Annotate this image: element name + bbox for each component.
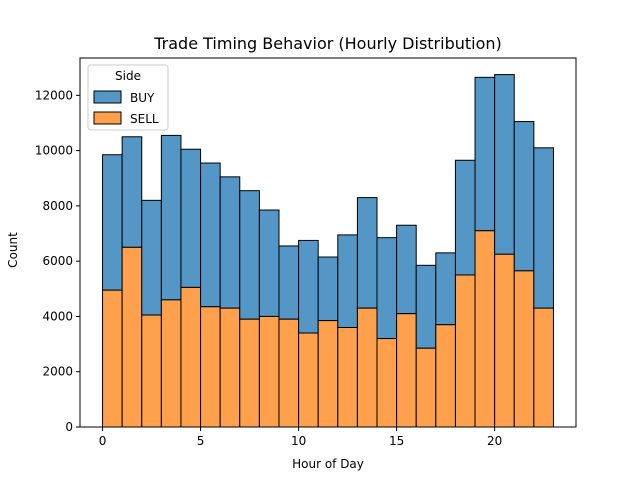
bar-buy-hour-13: [356, 197, 378, 309]
bar-sell-hour-2: [141, 314, 162, 428]
bar-buy-hour-12: [337, 234, 358, 328]
bar-buy-hour-10: [298, 239, 319, 334]
legend-swatch-sell: [93, 111, 122, 125]
bar-sell-hour-3: [160, 299, 182, 428]
y-tick-label-2000: 2000: [42, 365, 73, 379]
legend-swatch-buy: [93, 90, 122, 104]
bar-buy-hour-0: [102, 154, 123, 291]
bar-sell-hour-10: [298, 332, 319, 428]
legend: Side BUY SELL: [87, 64, 169, 131]
legend-title: Side: [115, 69, 141, 83]
bar-buy-hour-16: [415, 264, 437, 349]
bar-buy-hour-15: [396, 224, 417, 315]
bar-sell-hour-11: [317, 320, 339, 428]
bar-buy-hour-22: [533, 147, 554, 309]
bar-sell-hour-9: [278, 318, 300, 428]
bar-buy-hour-17: [435, 252, 456, 326]
bar-buy-hour-1: [121, 136, 143, 248]
bar-buy-hour-4: [180, 148, 202, 288]
bar-sell-hour-8: [258, 315, 280, 428]
bar-buy-hour-11: [317, 256, 339, 322]
bar-sell-hour-18: [454, 274, 476, 428]
bar-sell-hour-21: [513, 270, 535, 428]
bar-sell-hour-13: [356, 307, 378, 428]
bar-sell-hour-12: [337, 326, 358, 428]
bar-sell-hour-1: [121, 246, 143, 428]
y-tick-label-4000: 4000: [42, 309, 73, 323]
bar-buy-hour-2: [141, 199, 162, 316]
bar-buy-hour-3: [160, 134, 182, 301]
bar-buy-hour-21: [513, 121, 535, 272]
bar-buy-hour-14: [376, 237, 398, 340]
bar-buy-hour-19: [474, 76, 496, 232]
bars-layer: [102, 74, 554, 428]
bar-sell-hour-7: [239, 318, 260, 428]
legend-label-buy: BUY: [130, 91, 155, 105]
chart-title: Trade Timing Behavior (Hourly Distributi…: [153, 34, 502, 53]
bar-buy-hour-6: [219, 176, 241, 309]
x-tick-label-0: 0: [99, 434, 107, 448]
axes-layer: 0 5 10 15 20 0 2000 4000 6000 8000 10000 12000: [35, 57, 577, 448]
x-axis-label: Hour of Day: [292, 457, 364, 471]
bar-sell-hour-6: [219, 307, 241, 428]
x-tick-label-20: 20: [487, 434, 502, 448]
bar-sell-hour-20: [494, 253, 515, 428]
bar-buy-hour-7: [239, 190, 260, 320]
bar-buy-hour-20: [494, 74, 515, 255]
x-tick-label-15: 15: [389, 434, 404, 448]
bar-buy-hour-18: [454, 159, 476, 276]
x-tick-label-10: 10: [291, 434, 306, 448]
bar-sell-hour-5: [200, 306, 221, 428]
bar-sell-hour-14: [376, 338, 398, 428]
y-axis-label: Count: [6, 232, 20, 268]
y-tick-label-0: 0: [65, 420, 73, 434]
y-tick-label-6000: 6000: [42, 254, 73, 268]
x-tick-label-5: 5: [197, 434, 205, 448]
bar-sell-hour-4: [180, 286, 202, 428]
bar-sell-hour-16: [415, 347, 437, 428]
legend-label-sell: SELL: [130, 112, 159, 126]
bar-buy-hour-9: [278, 245, 300, 320]
bar-sell-hour-17: [435, 324, 456, 428]
y-tick-label-12000: 12000: [35, 88, 73, 102]
bar-sell-hour-15: [396, 313, 417, 428]
plot-frame: [79, 57, 577, 428]
bar-sell-hour-0: [102, 289, 123, 428]
bar-buy-hour-5: [200, 162, 221, 308]
y-tick-label-10000: 10000: [35, 144, 73, 158]
bar-buy-hour-8: [258, 209, 280, 317]
y-tick-label-8000: 8000: [42, 199, 73, 213]
bar-sell-hour-19: [474, 230, 496, 428]
bar-sell-hour-22: [533, 307, 554, 428]
